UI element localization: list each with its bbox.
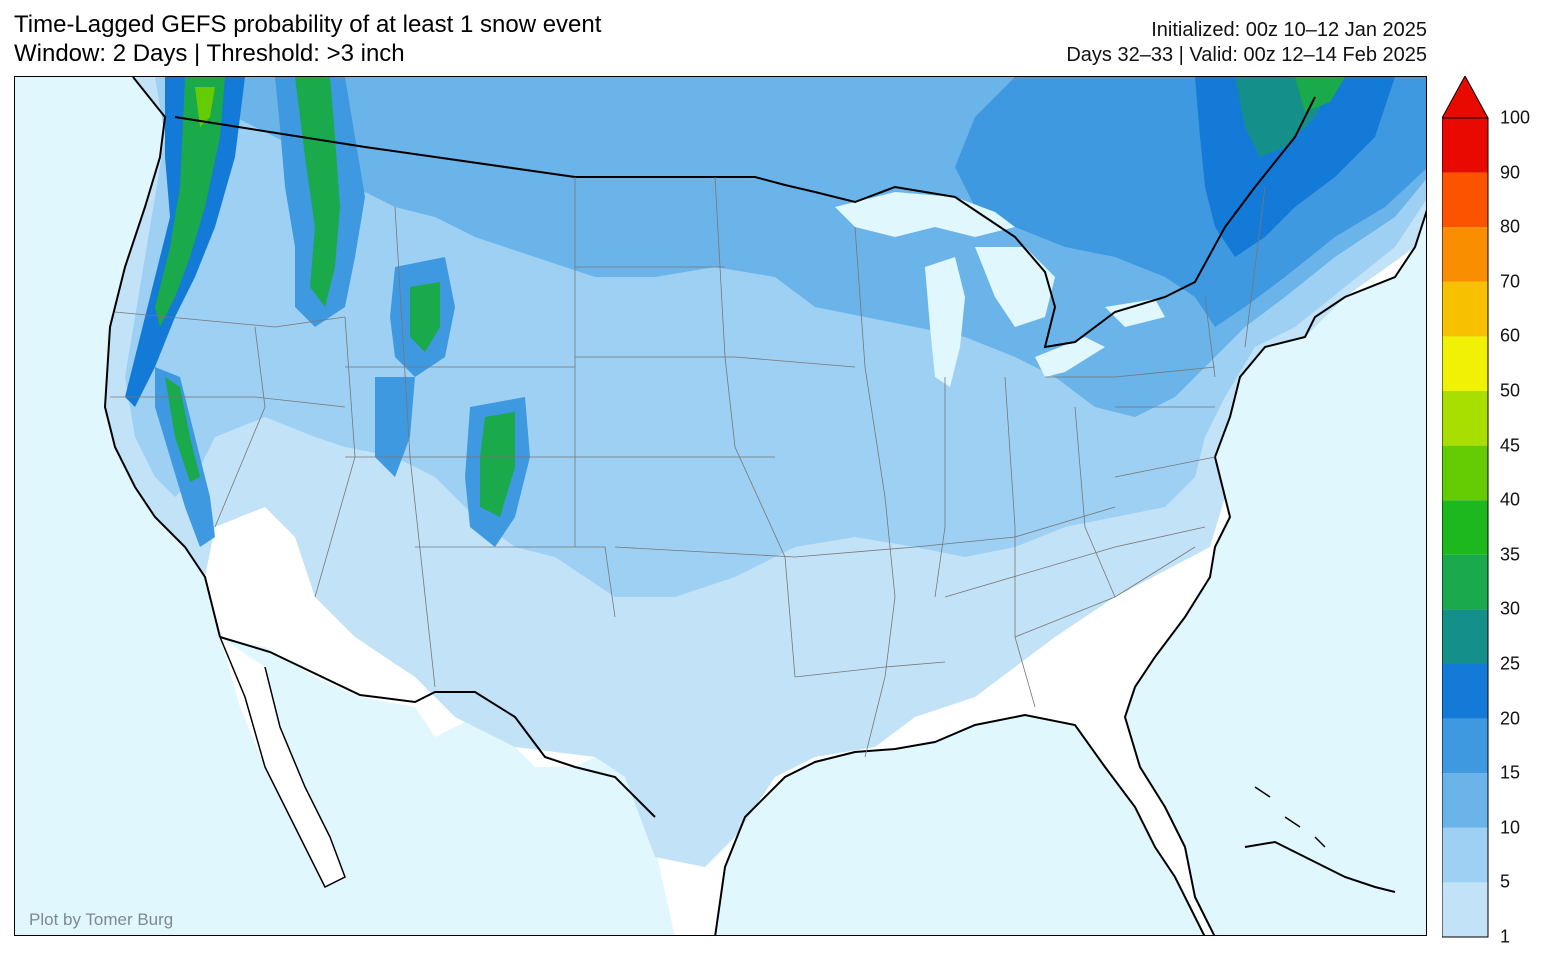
- lake-michigan: [925, 257, 965, 387]
- atlantic-ocean: [1125, 213, 1426, 935]
- baja-peninsula: [220, 637, 345, 887]
- map-subtitle: Initialized: 00z 10–12 Jan 2025 Days 32–…: [1066, 18, 1427, 68]
- colorbar-frame: [1441, 117, 1489, 938]
- colorbar-swatch: [1442, 391, 1488, 446]
- title-line-1: Time-Lagged GEFS probability of at least…: [14, 11, 602, 38]
- baja-coastline: [219, 636, 346, 889]
- colorbar-tick-label: 100: [1500, 107, 1531, 128]
- title-line-2: Window: 2 Days | Threshold: >3 inch: [14, 40, 405, 67]
- cuba: [1244, 840, 1396, 893]
- valid-line: Days 32–33 | Valid: 00z 12–14 Feb 2025: [1066, 44, 1427, 66]
- map-panel: Plot by Tomer Burg: [14, 76, 1427, 936]
- colorbar-swatch: [1442, 664, 1488, 719]
- colorbar-swatches: [1441, 74, 1489, 938]
- lake-superior: [835, 192, 1015, 237]
- colorbar-swatch: [1442, 336, 1488, 391]
- prob-band-30-sierra: [165, 377, 200, 482]
- prob-band-40-cascades: [195, 87, 215, 127]
- colorbar-tick-label: 35: [1500, 544, 1521, 565]
- colorbar-tick-label: 70: [1500, 271, 1521, 292]
- prob-band-30-rockies-n: [295, 77, 340, 307]
- us-mexico-border: [219, 636, 656, 818]
- colorbar-tick-label: 15: [1500, 762, 1521, 783]
- colorbar-swatch: [1442, 609, 1488, 664]
- colorbar-swatch: [1442, 882, 1488, 937]
- prob-band-30-wyoming: [410, 282, 440, 352]
- colorbar-extend-arrow: [1441, 74, 1489, 119]
- colorbar-swatch: [1442, 445, 1488, 501]
- colorbar-tick-label: 10: [1500, 817, 1521, 838]
- colorbar-swatch: [1442, 172, 1488, 228]
- colorbar-swatch: [1442, 500, 1488, 555]
- colorbar-swatch: [1442, 554, 1488, 610]
- colorbar-swatch: [1442, 118, 1488, 173]
- gulf-of-california: [265, 667, 345, 837]
- colorbar-tick-label: 90: [1500, 162, 1521, 183]
- colorbar-tick-label: 30: [1500, 598, 1521, 619]
- prob-band-30-ne: [1295, 77, 1345, 112]
- prob-band-30-colorado: [480, 412, 515, 517]
- colorbar-swatch: [1442, 718, 1488, 774]
- us-canada-border: [174, 96, 1316, 349]
- coastline: [103, 77, 1426, 935]
- colorbar-tick-label: 50: [1500, 380, 1521, 401]
- bahamas: [1254, 786, 1326, 848]
- colorbar-tick-label: 45: [1500, 435, 1521, 456]
- pacific-baja: [15, 77, 335, 935]
- map-canvas: Plot by Tomer Burg: [15, 77, 1426, 935]
- colorbar-tick-label: 40: [1500, 489, 1521, 510]
- colorbar-tick-label: 25: [1500, 653, 1521, 674]
- colorbar: 1 5 10 15 20 25 30 35 40 45 50 60 70 80 90 100: [1441, 74, 1550, 947]
- lake-ontario: [1105, 299, 1165, 327]
- gulf-of-mexico: [715, 715, 1204, 935]
- colorbar-swatch: [1442, 281, 1488, 337]
- map-title: Time-Lagged GEFS probability of at least…: [14, 10, 601, 68]
- lake-huron: [975, 247, 1055, 327]
- prob-band-15-utah: [375, 377, 415, 477]
- colorbar-tick-label: 80: [1500, 216, 1521, 237]
- colorbar-tick-label: 5: [1500, 871, 1511, 892]
- prob-band-30-cascades: [155, 77, 225, 327]
- map-credit: Plot by Tomer Burg: [29, 910, 173, 929]
- state-borders: [110, 176, 1266, 758]
- colorbar-tick-label: 60: [1500, 325, 1521, 346]
- colorbar-tick-label: 1: [1500, 926, 1511, 947]
- colorbar-swatch: [1442, 773, 1488, 828]
- colorbar-tick-label: 20: [1500, 708, 1521, 729]
- init-line: Initialized: 00z 10–12 Jan 2025: [1151, 19, 1427, 41]
- colorbar-swatch: [1442, 227, 1488, 282]
- colorbar-swatch: [1442, 827, 1488, 883]
- lake-erie: [1035, 337, 1105, 377]
